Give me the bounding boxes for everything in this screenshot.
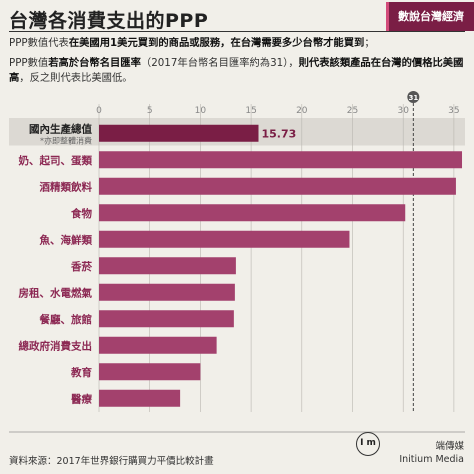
category-label: 總政府消費支出 bbox=[19, 339, 93, 352]
reference-label: 31 bbox=[408, 94, 418, 102]
bar bbox=[99, 363, 201, 381]
x-tick-label: 25 bbox=[347, 106, 358, 116]
initium-logo-icon: I m bbox=[356, 432, 380, 456]
bar bbox=[99, 257, 236, 275]
category-label: 食物 bbox=[70, 207, 92, 220]
bar bbox=[99, 124, 259, 142]
category-label: 房租、水電燃氣 bbox=[19, 286, 93, 299]
header-divider bbox=[9, 31, 465, 32]
category-label: 餐廳、旅館 bbox=[39, 313, 93, 326]
bar bbox=[99, 177, 456, 195]
bar bbox=[99, 336, 217, 354]
bar bbox=[99, 283, 235, 301]
x-tick-label: 0 bbox=[96, 106, 102, 116]
bar bbox=[99, 230, 350, 248]
description-line-1: PPP數值代表在美國用1美元買到的商品或服務，在台灣需要多少台幣才能買到； bbox=[9, 37, 375, 49]
x-tick-label: 15 bbox=[245, 106, 256, 116]
reference-marker bbox=[407, 91, 420, 103]
chart-title: 台灣各消費支出的PPP bbox=[9, 10, 209, 32]
section-badge[interactable]: 數說台灣經濟 bbox=[386, 2, 474, 31]
brand-block: 端傳媒 Initium Media bbox=[399, 440, 464, 466]
x-tick-label: 20 bbox=[296, 106, 308, 116]
brand-chinese: 端傳媒 bbox=[435, 441, 464, 452]
bar bbox=[99, 151, 463, 169]
bar bbox=[99, 310, 234, 328]
category-label: 香菸 bbox=[70, 260, 92, 273]
category-label: 醫療 bbox=[71, 392, 92, 405]
source-note: 資料來源：2017年世界銀行購買力平價比較計畫 bbox=[9, 456, 214, 467]
category-label: 教育 bbox=[70, 366, 92, 379]
bar bbox=[99, 389, 181, 407]
x-tick-label: 30 bbox=[397, 106, 409, 116]
category-label: 酒精類飲料 bbox=[40, 180, 93, 193]
category-label: 奶、起司、蛋類 bbox=[19, 154, 93, 167]
x-tick-label: 5 bbox=[147, 106, 153, 116]
brand-english: Initium Media bbox=[399, 454, 464, 465]
data-label: 15.73 bbox=[262, 127, 297, 140]
x-tick-label: 35 bbox=[448, 106, 459, 116]
category-sublabel: *亦即整體消費 bbox=[40, 135, 92, 145]
bar bbox=[99, 204, 406, 222]
category-label: 國內生產總值 bbox=[29, 122, 92, 135]
description-line-2: PPP數值若高於台幣名目匯率（2017年台幣名目匯率約為31），則代表該類產品在… bbox=[9, 57, 464, 84]
x-tick-label: 10 bbox=[195, 106, 207, 116]
category-label: 魚、海鮮類 bbox=[40, 233, 93, 246]
